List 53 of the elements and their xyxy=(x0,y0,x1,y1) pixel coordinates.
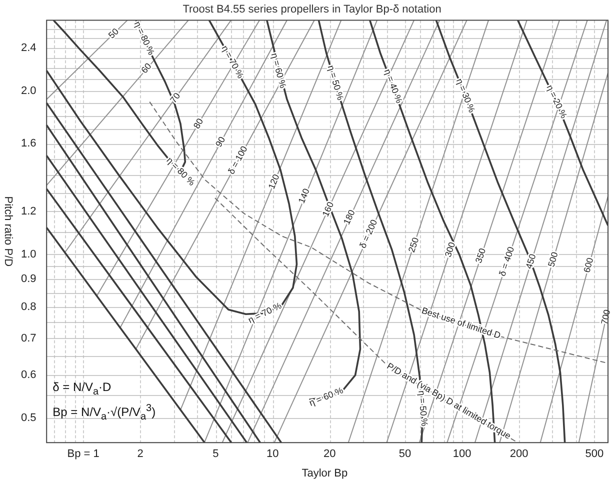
x-tick-label: 200 xyxy=(510,448,528,460)
annotation: 70 xyxy=(168,90,182,105)
y-tick-label: 0.8 xyxy=(20,300,36,313)
y-tick-label: 1.6 xyxy=(20,138,36,150)
x-tick-label: 10 xyxy=(266,448,279,460)
annotation: η = 20 % xyxy=(544,83,570,120)
annotation: δ = 200 xyxy=(358,218,380,250)
y-tick-label: 1.0 xyxy=(20,248,36,260)
y-tick-label: 0.9 xyxy=(20,273,36,286)
y-tick-label: 0.5 xyxy=(20,412,36,424)
annotation: δ = 400 xyxy=(497,245,516,278)
x-tick-label: 100 xyxy=(452,448,472,460)
annotation: η = 30 % xyxy=(454,77,478,114)
x-tick-label: 500 xyxy=(585,448,604,460)
annotation: Bp = N/V$_{a}$·√(P/V$_{a}$$^{3}$) xyxy=(52,402,156,424)
y-axis-title: Pitch ratio P/D xyxy=(2,196,14,267)
annotation: δ = N/V$_{a}$·D xyxy=(52,378,112,399)
annotation: 90 xyxy=(214,135,228,149)
annotation: η = 60 % xyxy=(308,385,345,408)
annotation: η = 70 % xyxy=(220,44,246,80)
annotation: 500 xyxy=(546,250,560,268)
y-tick-label: 1.2 xyxy=(20,205,36,218)
annotation: 140 xyxy=(296,187,312,205)
x-tick-label: 50 xyxy=(398,448,412,460)
x-tick-label: 5 xyxy=(212,448,219,460)
y-tick-label: 0.7 xyxy=(20,332,36,344)
annotation: 120 xyxy=(266,172,282,191)
x-tick-label: Bp = 1 xyxy=(67,448,100,460)
annotation: 60 xyxy=(139,61,154,76)
annotation: η = 70 % xyxy=(246,300,284,326)
annotation: 300 xyxy=(442,240,458,258)
annotation: 250 xyxy=(406,236,421,254)
chart-title: Troost B4.55 series propellers in Taylor Bp-δ notation xyxy=(182,4,442,16)
annotation: 600 xyxy=(582,256,596,274)
x-axis-title: Taylor Bp xyxy=(302,467,348,480)
x-tick-label: 2 xyxy=(137,448,144,460)
y-tick-label: 0.6 xyxy=(20,368,36,381)
annotation: η = 50 % xyxy=(326,64,346,102)
annotation: 160 xyxy=(320,200,336,218)
annotation: δ = 100 xyxy=(226,144,250,176)
x-tick-label: 20 xyxy=(324,448,336,460)
annotation: η = 40 % xyxy=(382,68,404,105)
annotation: η = 80 % xyxy=(132,20,156,56)
y-tick-label: 2.4 xyxy=(20,42,36,54)
annotation: η = 60 % xyxy=(269,52,288,90)
annotation: η = 80 % xyxy=(164,155,197,188)
annotation: 180 xyxy=(342,208,357,226)
annotation: 350 xyxy=(473,246,488,264)
annotation: 80 xyxy=(191,116,206,130)
annotation: Best use of limited D xyxy=(420,305,502,341)
annotation: 450 xyxy=(524,252,538,270)
annotation: 50 xyxy=(106,26,121,40)
y-tick-label: 2.0 xyxy=(20,84,36,97)
